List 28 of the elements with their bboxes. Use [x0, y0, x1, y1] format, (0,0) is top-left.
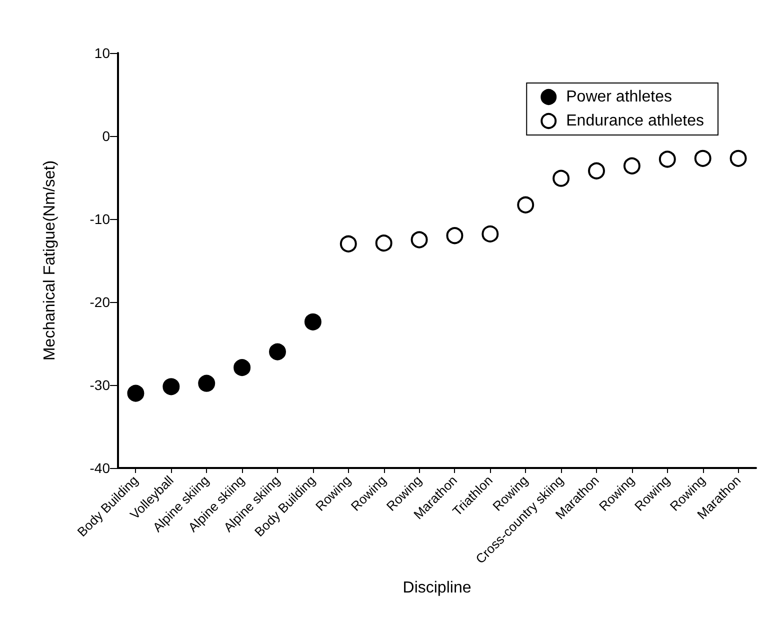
point	[730, 150, 747, 167]
point	[446, 227, 464, 244]
point	[482, 225, 499, 242]
legend-label: Power athletes	[566, 88, 672, 106]
y-tick-label: -10	[90, 211, 110, 227]
x-axis-title: Discipline	[402, 580, 472, 596]
point	[694, 150, 712, 167]
y-tick-label: -40	[90, 460, 110, 476]
point	[552, 170, 570, 187]
point	[304, 313, 322, 330]
point	[234, 359, 251, 376]
point	[162, 378, 180, 396]
point	[517, 196, 534, 214]
point	[375, 234, 392, 252]
point	[410, 231, 428, 248]
point	[588, 162, 605, 180]
y-tick-label: -20	[90, 294, 110, 310]
point	[623, 157, 640, 174]
point	[127, 384, 144, 402]
point	[340, 235, 357, 252]
y-tick-label: 10	[94, 45, 110, 61]
y-tick-label: -30	[90, 377, 110, 393]
y-tick-label: 0	[102, 128, 110, 144]
point	[658, 150, 676, 168]
legend-label: Endurance athletes	[566, 112, 704, 130]
y-axis-title: Mechanical Fatigue(Nm/set)	[42, 160, 58, 361]
point	[198, 374, 216, 392]
point	[269, 343, 286, 360]
